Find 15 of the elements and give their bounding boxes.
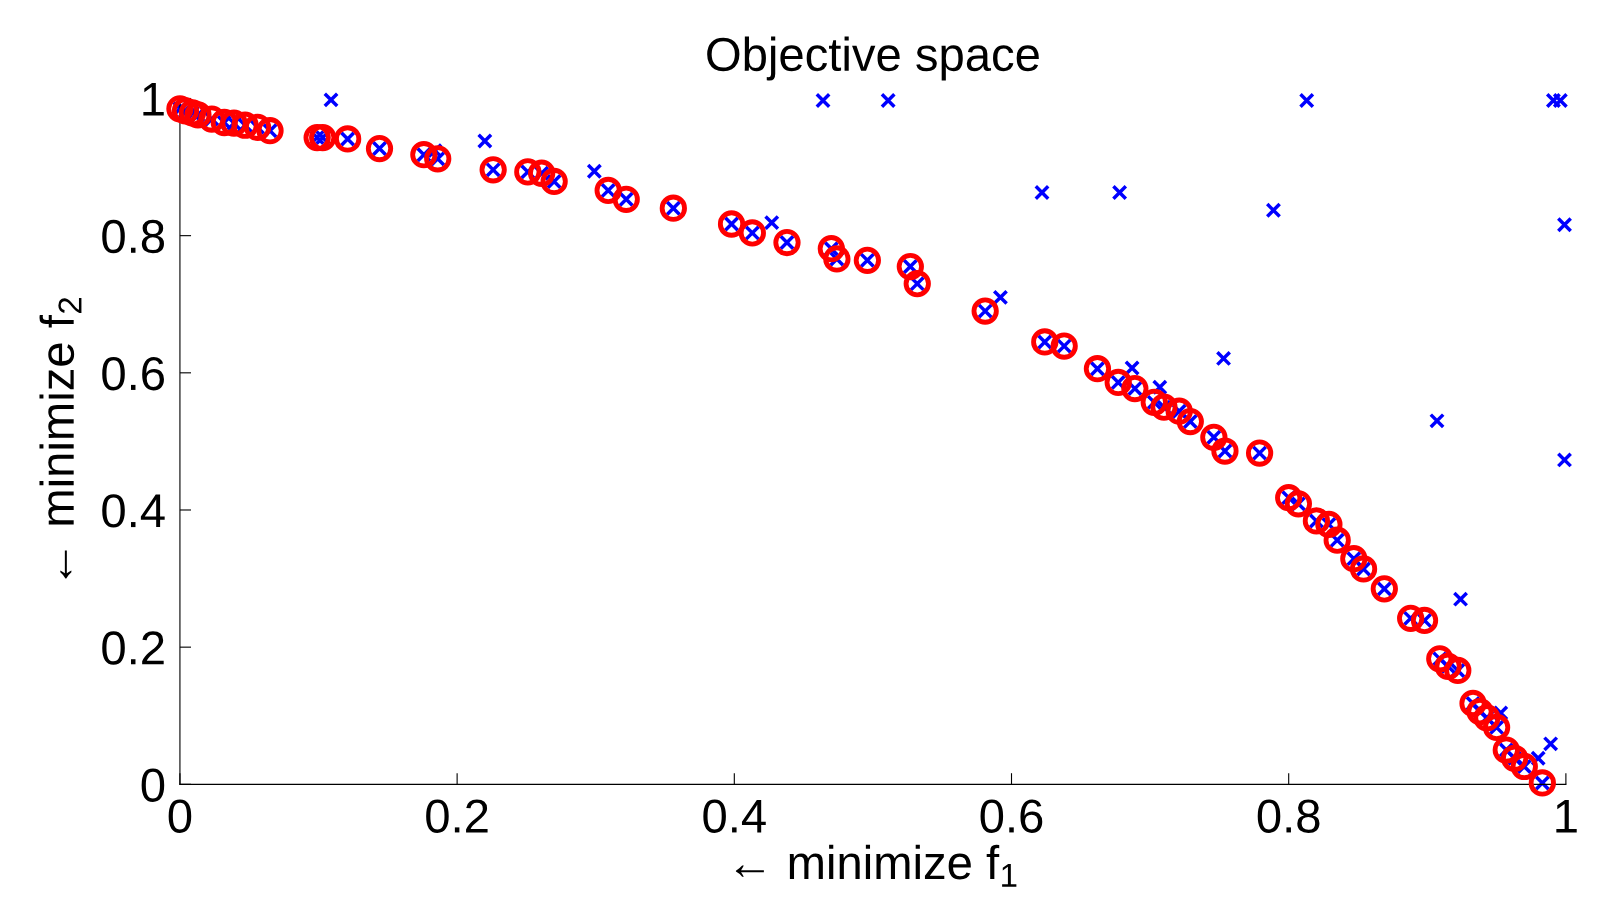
x-tick-label: 0.4: [703, 799, 766, 833]
x-axis-title: ← minimize f$_{1}$: [735, 844, 1017, 887]
x-tick-label: 0.8: [1257, 799, 1320, 833]
x-tick-label: 0: [168, 799, 192, 833]
y-tick-label: 0: [141, 768, 165, 802]
chart-title: Objective space: [707, 36, 1039, 81]
y-axis-title: ← minimize f$_{2}$: [39, 297, 82, 579]
x-tick-label: 1: [1556, 799, 1577, 833]
y-tick-label: 0.4: [102, 494, 165, 528]
y-tick-label: 0.2: [102, 631, 164, 665]
x-tick-label: 0.6: [980, 799, 1043, 833]
y-tick-label: 0.8: [102, 219, 164, 254]
y-tick-label: 1: [143, 83, 164, 116]
x-tick-label: 0.2: [426, 799, 488, 833]
y-tick-label: 0.6: [102, 356, 164, 391]
